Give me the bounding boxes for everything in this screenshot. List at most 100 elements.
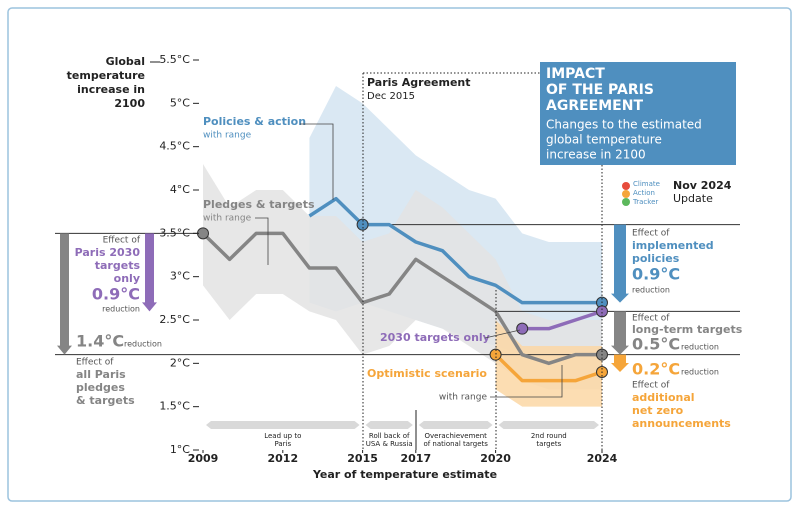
y-tick-label: 3°C xyxy=(170,270,190,283)
effect-arrow xyxy=(611,354,629,372)
paris-label: Dec 2015 xyxy=(367,91,415,102)
effect-text: Effect of xyxy=(76,358,114,368)
y-tick-label: 4°C xyxy=(170,183,190,196)
y-tick-label: 3.5°C xyxy=(159,226,190,239)
period-label: USA & Russia xyxy=(366,440,413,448)
effect-text: only xyxy=(114,272,140,285)
series-line xyxy=(522,309,603,331)
effect-text: long-term targets xyxy=(632,323,743,336)
x-tick-label: 2024 xyxy=(587,452,618,465)
title: AGREEMENT xyxy=(546,98,643,114)
effect-value: 0.9°C xyxy=(92,285,140,304)
leader xyxy=(490,365,563,398)
logo-text: Climate xyxy=(633,180,660,188)
period-label: Roll back of xyxy=(369,432,410,440)
subtitle: increase in 2100 xyxy=(546,148,646,162)
period-bar xyxy=(206,421,360,429)
leader xyxy=(300,123,334,200)
period-label: targets xyxy=(536,440,561,448)
effect-unit: reduction xyxy=(102,305,140,314)
y-axis-title: 2100 xyxy=(114,97,145,110)
leader xyxy=(484,329,521,339)
series-dot xyxy=(516,322,529,335)
effect-value: 0.9°C xyxy=(632,265,680,284)
effect-arrow xyxy=(611,311,629,355)
series-line xyxy=(201,231,602,366)
x-tick-label: 2009 xyxy=(188,452,219,465)
series-dot xyxy=(596,305,608,318)
effect-text: all Paris xyxy=(76,368,126,381)
logo-icon xyxy=(622,198,630,206)
effect-text: policies xyxy=(632,252,680,265)
x-tick-label: 2017 xyxy=(400,452,431,465)
period-label: of national targets xyxy=(423,440,488,448)
period-label: Overachievement xyxy=(424,432,487,440)
effect-value: 0.2°C xyxy=(632,360,680,379)
effect-text: & targets xyxy=(76,394,135,407)
x-tick-label: 2015 xyxy=(347,452,378,465)
update-date: Nov 2024 xyxy=(673,179,732,192)
effect-text: pledges xyxy=(76,381,125,394)
effect-value: 0.5°C xyxy=(632,335,680,354)
subtitle: global temperature xyxy=(546,133,662,147)
effect-text: Effect of xyxy=(632,381,670,391)
title: IMPACT xyxy=(546,66,605,82)
x-tick-label: 2012 xyxy=(267,452,298,465)
period-bar xyxy=(418,421,493,429)
logo-icon xyxy=(622,190,630,198)
effect-arrow xyxy=(611,224,629,303)
effect-text: Effect of xyxy=(632,314,670,324)
series-line xyxy=(308,196,602,305)
update-label: Update xyxy=(673,192,713,205)
title-box xyxy=(540,62,736,165)
effect-text: targets xyxy=(95,259,141,272)
frame xyxy=(7,7,792,502)
effect-arrow xyxy=(142,233,157,312)
effect-text: Effect of xyxy=(103,236,141,246)
paris-label: Paris Agreement xyxy=(367,76,471,89)
y-tick-label: 2.5°C xyxy=(159,313,190,326)
effect-unit: reduction xyxy=(681,368,719,377)
y-tick-label: 2°C xyxy=(170,356,190,369)
period-label: Paris xyxy=(274,440,291,448)
series-label: 2030 targets only xyxy=(380,331,490,344)
effect-value: 1.4°C xyxy=(76,332,124,351)
effect-arrow xyxy=(57,233,72,355)
logo-text: Action xyxy=(633,189,655,197)
effect-text: implemented xyxy=(632,239,714,252)
effect-text: additional xyxy=(632,391,695,404)
series-range-label: with range xyxy=(203,131,252,141)
effect-text: Paris 2030 xyxy=(75,246,141,259)
period-bar xyxy=(498,421,599,429)
effect-unit: reduction xyxy=(681,343,719,352)
effect-text: announcements xyxy=(632,417,731,430)
y-tick-label: 1.5°C xyxy=(159,400,190,413)
period-label: Lead up to xyxy=(264,432,301,440)
logo-icon xyxy=(622,182,630,190)
y-axis-title: increase in xyxy=(77,83,145,96)
y-tick-label: 5.5°C xyxy=(159,53,190,66)
subtitle: Changes to the estimated xyxy=(546,118,702,132)
y-axis-title: Global xyxy=(106,55,145,68)
series-range-label: with range xyxy=(203,214,252,224)
effect-text: Effect of xyxy=(632,229,670,239)
effect-text: net zero xyxy=(632,404,684,417)
x-tick-label: 2020 xyxy=(480,452,511,465)
period-label: 2nd round xyxy=(531,432,567,440)
effect-unit: reduction xyxy=(124,340,162,349)
y-tick-label: 4.5°C xyxy=(159,140,190,153)
series-line xyxy=(494,353,603,383)
series-range-label: with range xyxy=(439,393,488,403)
x-axis-title: Year of temperature estimate xyxy=(312,468,497,481)
y-tick-label: 1°C xyxy=(170,443,190,456)
title: OF THE PARIS xyxy=(546,82,654,98)
y-tick-label: 5°C xyxy=(170,96,190,109)
leader xyxy=(255,217,269,265)
y-axis-title: temperature xyxy=(67,69,145,82)
series-label: Policies & action xyxy=(203,115,306,128)
series-label: Pledges & targets xyxy=(203,198,315,211)
effect-unit: reduction xyxy=(632,286,670,295)
period-bar xyxy=(365,421,413,429)
series-dot xyxy=(197,227,209,240)
